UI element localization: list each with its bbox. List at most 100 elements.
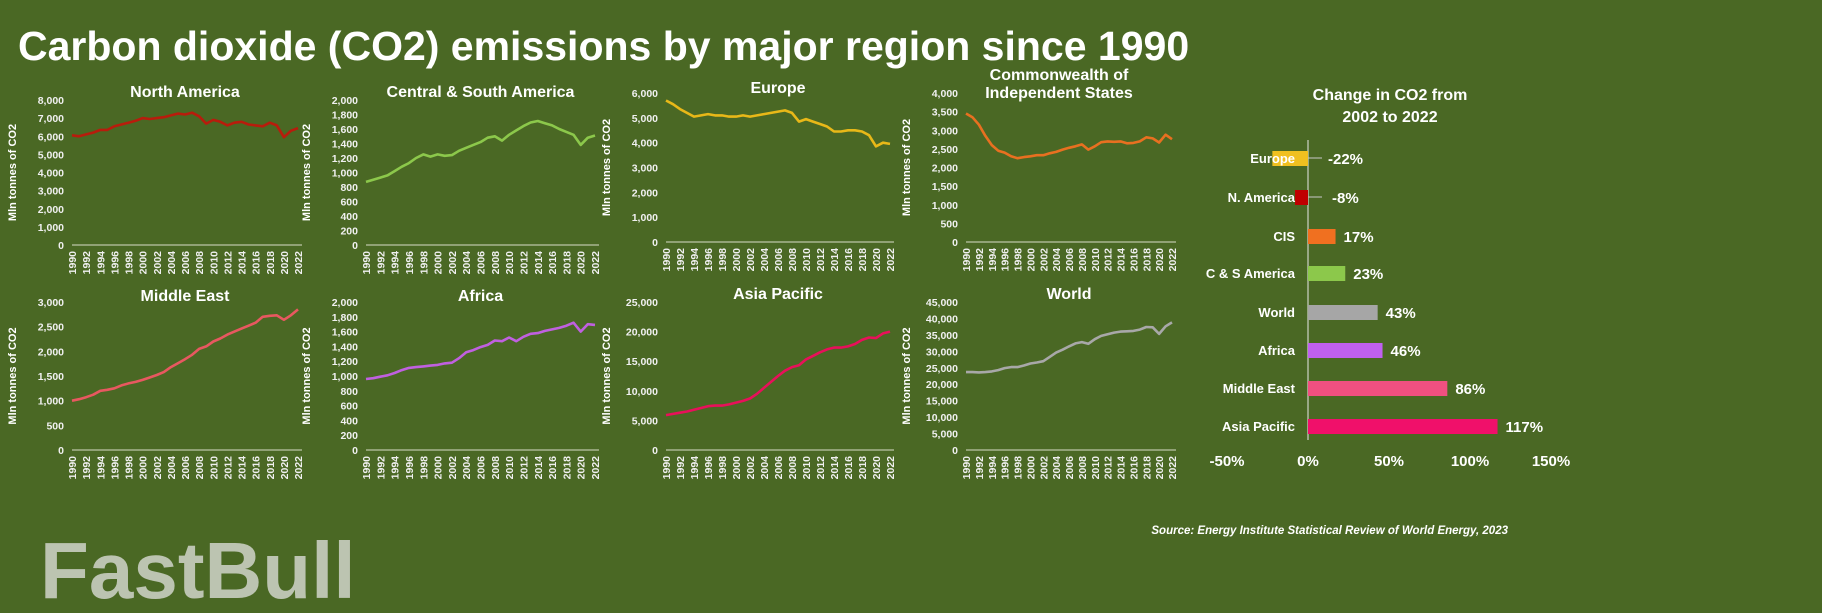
chart-title: Independent States	[985, 85, 1133, 102]
x-tick-label: 2008	[787, 248, 799, 272]
y-tick-label: 500	[940, 218, 958, 230]
y-tick-label: 6,000	[38, 131, 64, 143]
x-tick-label: 2010	[1090, 248, 1102, 272]
charts: North America 0 1,000 2,000 3,000 4,000 5,000 6…	[7, 67, 1570, 479]
x-tick-label: 2022	[1167, 248, 1179, 272]
y-axis-label: Mln tonnes of CO2	[7, 124, 19, 221]
x-tick-label: 2008	[1077, 248, 1089, 272]
x-tick-label: 2000	[1025, 456, 1037, 480]
x-tick-label: 1994	[95, 456, 107, 480]
x-tick-label: 2012	[222, 456, 234, 480]
y-tick-label: 6,000	[632, 88, 658, 100]
y-tick-label: 2,000	[332, 95, 358, 107]
x-tick-label: 2012	[1103, 248, 1115, 272]
chart-title: Asia Pacific	[733, 286, 823, 303]
y-tick-label: 35,000	[926, 330, 958, 342]
x-tick-label: 1992	[675, 456, 687, 480]
y-tick-label: 15,000	[926, 396, 958, 408]
x-tick-label: 2018	[265, 456, 277, 480]
x-tick-label: 2020	[1154, 248, 1166, 272]
y-tick-label: 1,000	[332, 371, 358, 383]
x-tick-label: 2014	[1116, 456, 1128, 480]
x-tick-label: 2016	[1128, 456, 1140, 480]
y-tick-label: 1,400	[332, 341, 358, 353]
x-tick-label: 2018	[857, 248, 869, 272]
x-tick-label: 2020	[279, 251, 291, 275]
x-tick-label: 1998	[1013, 456, 1025, 480]
x-tick-label: 2014	[1116, 248, 1128, 272]
x-tick-label: 2020	[871, 248, 883, 272]
x-tick-label: 2000	[138, 251, 150, 275]
y-tick-label: 2,000	[38, 204, 64, 216]
x-tick-label: 2006	[773, 248, 785, 272]
x-tick-label: 2006	[1064, 456, 1076, 480]
x-tick-label: 2022	[293, 456, 305, 480]
x-tick-label: 2010	[504, 456, 516, 480]
y-axis-label: Mln tonnes of CO2	[301, 124, 313, 221]
y-tick-label: 0	[352, 240, 358, 252]
x-tick-label: 2018	[561, 251, 573, 275]
y-tick-label: 2,000	[632, 187, 658, 199]
x-tick-label: -50%	[1209, 453, 1244, 470]
x-tick-label: 1992	[375, 456, 387, 480]
chart-title: Europe	[750, 80, 805, 97]
y-tick-label: 5,000	[932, 429, 958, 441]
x-tick-label: 1998	[1013, 248, 1025, 272]
x-tick-label: 2010	[801, 248, 813, 272]
x-tick-label: 1992	[81, 456, 93, 480]
bar	[1295, 190, 1308, 205]
x-tick-label: 1998	[124, 456, 136, 480]
y-tick-label: 1,000	[932, 200, 958, 212]
x-tick-label: 1992	[974, 456, 986, 480]
bar-category-label: Middle East	[1223, 381, 1296, 396]
y-tick-label: 400	[340, 211, 358, 223]
x-tick-label: 2018	[857, 456, 869, 480]
x-tick-label: 1998	[418, 251, 430, 275]
x-tick-label: 2014	[533, 456, 545, 480]
y-tick-label: 40,000	[926, 313, 958, 325]
x-tick-label: 2008	[787, 456, 799, 480]
x-tick-label: 2004	[759, 456, 771, 480]
bar	[1308, 419, 1498, 434]
x-tick-label: 2006	[476, 251, 488, 275]
bar-category-label: Africa	[1258, 343, 1296, 358]
series-line	[71, 308, 299, 402]
x-tick-label: 2018	[1141, 248, 1153, 272]
x-tick-label: 2018	[1141, 456, 1153, 480]
y-tick-label: 1,000	[38, 222, 64, 234]
x-tick-label: 2010	[504, 251, 516, 275]
y-axis-label: Mln tonnes of CO2	[301, 327, 313, 424]
y-axis-label: Mln tonnes of CO2	[601, 119, 613, 216]
x-tick-label: 2006	[180, 251, 192, 275]
x-tick-label: 1994	[390, 251, 402, 275]
chart-title: North America	[130, 84, 240, 101]
x-tick-label: 1990	[661, 456, 673, 480]
x-tick-label: 1994	[987, 456, 999, 480]
x-tick-label: 2010	[1090, 456, 1102, 480]
x-tick-label: 1992	[974, 248, 986, 272]
page-title: Carbon dioxide (CO2) emissions by major …	[18, 23, 1189, 69]
bar-category-label: World	[1258, 305, 1295, 320]
bar	[1308, 229, 1336, 244]
x-tick-label: 2002	[152, 251, 164, 275]
x-tick-label: 2018	[265, 251, 277, 275]
x-tick-label: 2006	[180, 456, 192, 480]
y-tick-label: 1,800	[332, 312, 358, 324]
x-tick-label: 1990	[661, 248, 673, 272]
bar	[1308, 381, 1448, 396]
y-tick-label: 600	[340, 401, 358, 413]
x-tick-label: 2004	[1051, 248, 1063, 272]
x-tick-label: 2004	[759, 248, 771, 272]
x-tick-label: 2022	[590, 456, 602, 480]
y-tick-label: 2,500	[932, 144, 958, 156]
line-chart-asia-pacific: Asia Pacific 0 5,000 10,000 15,000 20,000 25,0…	[601, 286, 897, 479]
x-tick-label: 1990	[67, 251, 79, 275]
y-tick-label: 1,500	[38, 371, 64, 383]
y-tick-label: 2,000	[932, 163, 958, 175]
x-tick-label: 2000	[1025, 248, 1037, 272]
y-tick-label: 1,000	[38, 396, 64, 408]
x-tick-label: 1990	[961, 456, 973, 480]
series-line	[365, 321, 596, 381]
x-tick-label: 2008	[490, 251, 502, 275]
